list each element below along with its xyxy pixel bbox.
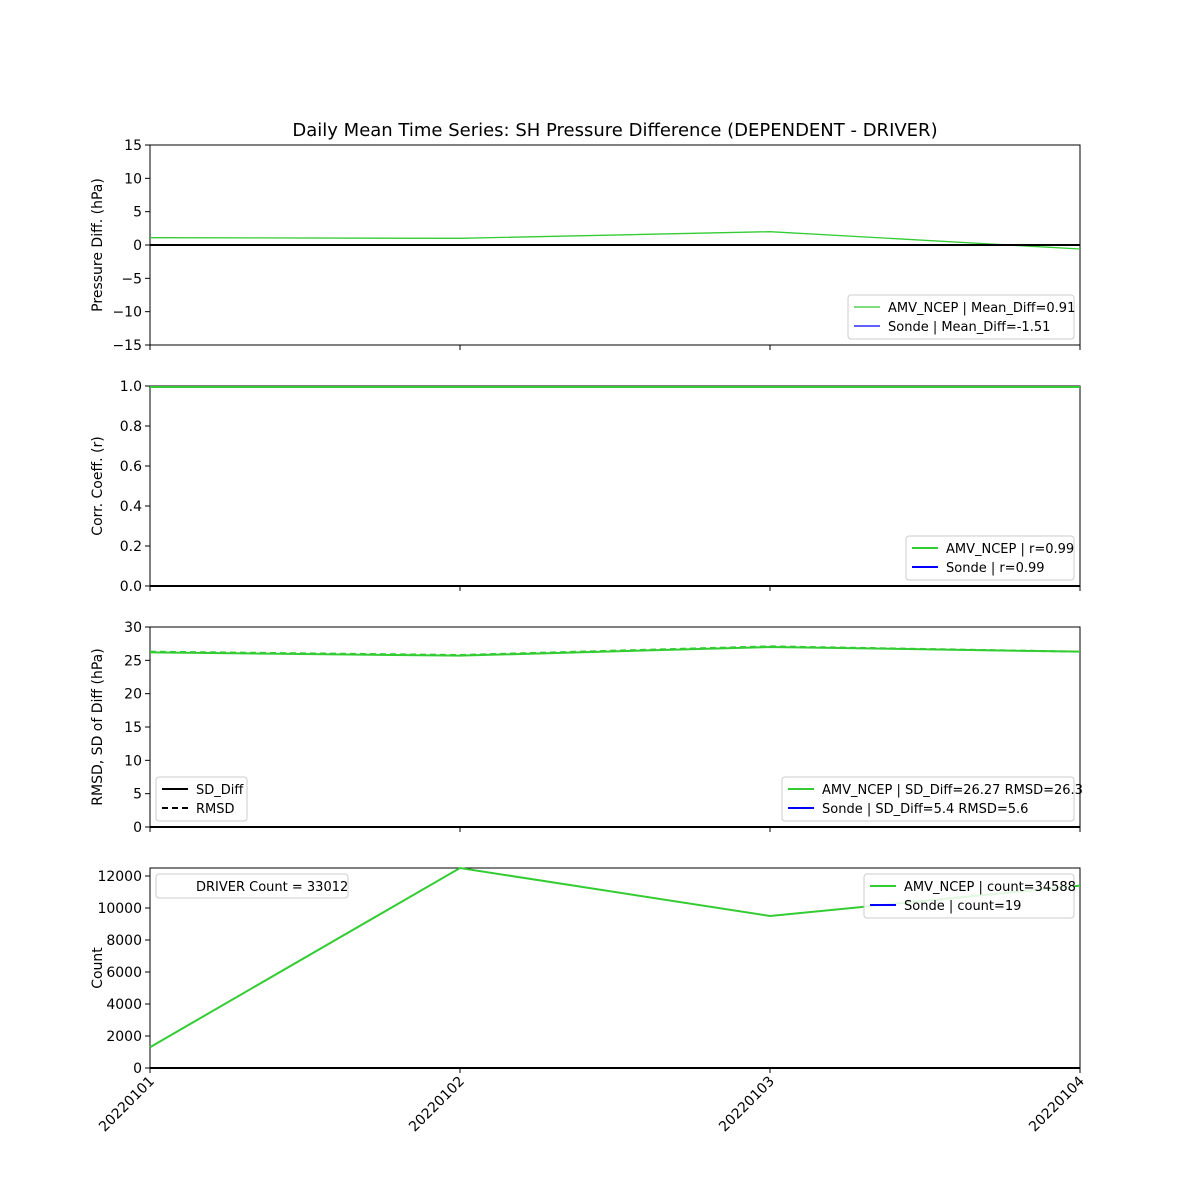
y-tick-label: 0 bbox=[133, 238, 142, 254]
y-tick-label: 10000 bbox=[97, 901, 142, 917]
y-tick-label: 8000 bbox=[106, 933, 142, 949]
y-tick-label: 0.2 bbox=[120, 539, 142, 555]
style-legend: SD_Diff RMSD bbox=[155, 776, 248, 822]
legend-label: AMV_NCEP | SD_Diff=26.27 RMSD=26.3 bbox=[822, 783, 1083, 798]
x-tick-label: 20220104 bbox=[1026, 1073, 1088, 1135]
legend: AMV_NCEP | SD_Diff=26.27 RMSD=26.3 Sonde … bbox=[781, 776, 1083, 822]
panel-4: 0 2000 4000 6000 8000 10000 12000 Count AMV_NCEP… bbox=[90, 866, 1081, 1077]
y-tick-label: 30 bbox=[124, 620, 142, 636]
y-tick-label: 10 bbox=[124, 753, 142, 769]
legend-label: Sonde | r=0.99 bbox=[946, 561, 1045, 576]
y-tick-label: 0 bbox=[133, 820, 142, 836]
y-tick-label: 10 bbox=[124, 171, 142, 187]
driver-count-label: DRIVER Count = 33012 bbox=[196, 880, 348, 895]
y-tick-label: 2000 bbox=[106, 1029, 142, 1045]
y-tick-label: 0.6 bbox=[120, 459, 142, 475]
y-tick-label: 5 bbox=[133, 787, 142, 803]
legend-label: AMV_NCEP | count=34588 bbox=[904, 880, 1076, 895]
x-tick-label: 20220103 bbox=[716, 1074, 778, 1136]
legend-frame bbox=[905, 535, 1075, 581]
y-tick-label: 0.0 bbox=[120, 579, 142, 595]
y-tick-label: 0.4 bbox=[120, 499, 142, 515]
y-axis-label: Pressure Diff. (hPa) bbox=[90, 178, 106, 312]
panel-1: −15 −10 −5 0 5 10 15 Pressure Diff. (hPa) AMV_NC… bbox=[90, 138, 1081, 354]
panel-3: 0 5 10 15 20 25 30 RMSD, SD of Diff (hPa) AMV_NC… bbox=[90, 620, 1083, 836]
y-tick-label: 20 bbox=[124, 687, 142, 703]
legend: AMV_NCEP | r=0.99 Sonde | r=0.99 bbox=[905, 535, 1075, 581]
y-axis-label: RMSD, SD of Diff (hPa) bbox=[90, 648, 106, 805]
legend-label: AMV_NCEP | r=0.99 bbox=[946, 542, 1074, 557]
y-tick-label: 1.0 bbox=[120, 379, 142, 395]
panel-2: 0.0 0.2 0.4 0.6 0.8 1.0 Corr. Coeff. (r) AMV_NC… bbox=[90, 379, 1081, 595]
legend-label: Sonde | Mean_Diff=-1.51 bbox=[888, 320, 1050, 335]
y-tick-label: 15 bbox=[124, 138, 142, 154]
y-tick-label: −5 bbox=[121, 271, 142, 287]
y-tick-label: 0.8 bbox=[120, 419, 142, 435]
y-tick-label: 25 bbox=[124, 653, 142, 669]
y-tick-label: 4000 bbox=[106, 997, 142, 1013]
style-legend-label: RMSD bbox=[196, 802, 235, 817]
y-axis-label: Count bbox=[90, 947, 106, 989]
legend-frame bbox=[781, 776, 1075, 822]
x-tick-label: 20220101 bbox=[96, 1074, 158, 1136]
y-tick-label: 15 bbox=[124, 720, 142, 736]
legend-label: Sonde | SD_Diff=5.4 RMSD=5.6 bbox=[822, 802, 1028, 817]
driver-count-legend: DRIVER Count = 33012 bbox=[155, 873, 349, 899]
legend: AMV_NCEP | count=34588 Sonde | count=19 bbox=[863, 873, 1076, 919]
series-line bbox=[149, 231, 1081, 250]
legend-label: AMV_NCEP | Mean_Diff=0.91 bbox=[888, 301, 1075, 316]
y-tick-label: −10 bbox=[112, 305, 142, 321]
legend-frame bbox=[863, 873, 1075, 919]
figure-title: Daily Mean Time Series: SH Pressure Diff… bbox=[292, 120, 937, 141]
y-axis-label: Corr. Coeff. (r) bbox=[90, 436, 106, 535]
y-tick-label: 6000 bbox=[106, 965, 142, 981]
y-tick-label: 5 bbox=[133, 205, 142, 221]
legend-frame bbox=[847, 294, 1075, 340]
y-tick-label: −15 bbox=[112, 338, 142, 354]
legend-label: Sonde | count=19 bbox=[904, 899, 1021, 914]
legend: AMV_NCEP | Mean_Diff=0.91 Sonde | Mean_Di… bbox=[847, 294, 1075, 340]
x-tick-label: 20220102 bbox=[406, 1074, 468, 1136]
style-legend-label: SD_Diff bbox=[196, 783, 244, 798]
y-tick-label: 0 bbox=[133, 1061, 142, 1077]
driver-count-frame bbox=[155, 873, 349, 899]
y-tick-label: 12000 bbox=[97, 869, 142, 885]
series-rmsd-line bbox=[149, 645, 1081, 657]
